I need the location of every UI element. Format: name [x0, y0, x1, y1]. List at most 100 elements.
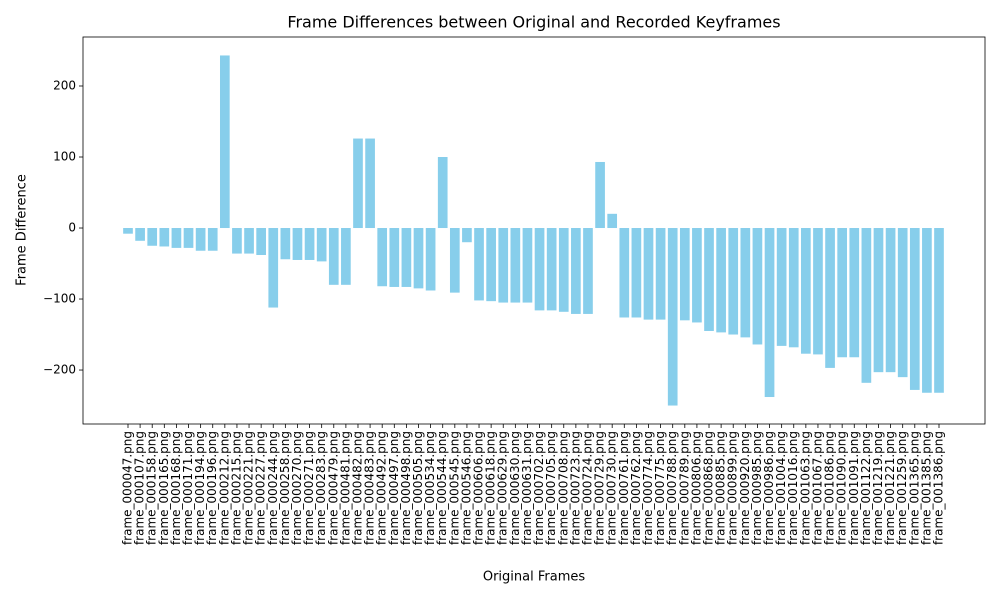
bar	[740, 228, 751, 338]
x-tick-label: frame_000762.png	[629, 431, 643, 545]
bar	[401, 228, 412, 287]
bar	[328, 228, 339, 285]
x-tick-label: frame_001122.png	[859, 431, 873, 545]
bar	[365, 138, 375, 229]
bar	[909, 228, 920, 390]
bar	[897, 228, 908, 378]
bar	[498, 228, 509, 303]
bar	[752, 228, 763, 345]
y-tick-label: −100	[43, 292, 76, 306]
y-tick-label: 200	[53, 78, 76, 92]
x-tick-label: frame_000215.png	[229, 431, 243, 545]
x-tick-label: frame_000546.png	[459, 431, 473, 545]
y-tick-label: −200	[43, 363, 76, 377]
bar	[849, 228, 860, 358]
bar	[667, 228, 678, 406]
bar	[801, 228, 811, 354]
bar	[788, 228, 799, 348]
bar	[643, 228, 654, 320]
bar	[813, 228, 823, 355]
x-tick-label: frame_000498.png	[399, 431, 413, 545]
bar	[522, 228, 533, 303]
bar	[558, 228, 569, 312]
bar	[462, 228, 472, 243]
chart-title: Frame Differences between Original and R…	[287, 13, 780, 32]
x-tick-label: frame_000606.png	[472, 431, 486, 545]
bar	[679, 228, 690, 321]
x-tick-label: frame_000047.png	[121, 431, 135, 545]
bar	[413, 228, 424, 289]
x-tick-label: frame_000482.png	[350, 431, 364, 545]
bar	[546, 228, 557, 311]
x-tick-label: frame_000492.png	[375, 431, 389, 545]
x-tick-label: frame_000789.png	[677, 431, 691, 545]
bar	[280, 228, 291, 260]
x-tick-label: frame_000270.png	[290, 431, 304, 545]
bar	[232, 228, 242, 254]
x-tick-label: frame_000986.png	[762, 431, 776, 545]
x-tick-label: frame_000283.png	[314, 431, 328, 545]
bar	[159, 228, 170, 247]
x-tick-label: frame_000708.png	[556, 431, 570, 545]
x-tick-label: frame_001086.png	[823, 431, 837, 545]
bar	[292, 228, 303, 260]
x-tick-label: frame_000545.png	[447, 431, 461, 545]
bar	[619, 228, 630, 318]
x-tick-label: frame_000788.png	[665, 431, 679, 545]
x-tick-label: frame_000985.png	[750, 431, 764, 545]
x-tick-label: frame_000158.png	[145, 431, 159, 545]
bar	[147, 228, 158, 246]
x-tick-label: frame_000724.png	[580, 431, 594, 545]
y-tick-label: 0	[68, 221, 76, 235]
x-tick-label: frame_000258.png	[278, 431, 292, 545]
bar	[123, 228, 133, 234]
x-tick-label: frame_000194.png	[193, 431, 207, 545]
x-tick-label: frame_000618.png	[484, 431, 498, 545]
bar	[353, 138, 363, 229]
bar	[571, 228, 581, 314]
x-tick-label: frame_000212.png	[217, 431, 231, 545]
y-axis-label: Frame Difference	[15, 174, 30, 286]
x-tick-label: frame_001221.png	[883, 431, 897, 545]
x-tick-label: frame_000271.png	[302, 431, 316, 545]
bar	[304, 228, 315, 260]
bar	[837, 228, 848, 358]
x-tick-label: frame_000171.png	[181, 431, 195, 545]
x-tick-label: frame_000534.png	[423, 431, 437, 545]
bar	[449, 228, 460, 293]
bar	[377, 228, 388, 287]
bar	[704, 228, 714, 331]
x-tick-label: frame_000730.png	[605, 431, 619, 545]
bar	[607, 213, 618, 229]
x-tick-label: frame_001385.png	[919, 431, 933, 545]
bar	[595, 161, 605, 229]
y-tick-label: 100	[53, 150, 76, 164]
x-tick-label: frame_001016.png	[786, 431, 800, 545]
bar	[183, 228, 194, 248]
x-tick-label: frame_000761.png	[617, 431, 631, 545]
bar	[425, 228, 436, 291]
x-tick-label: frame_000244.png	[266, 431, 280, 545]
bar	[692, 228, 702, 323]
bar	[728, 228, 739, 335]
x-tick-label: frame_000481.png	[338, 431, 352, 545]
x-tick-label: frame_001004.png	[774, 431, 788, 545]
bar	[861, 228, 872, 383]
bar	[776, 228, 787, 346]
x-tick-label: frame_001386.png	[932, 431, 946, 545]
bar	[655, 228, 666, 320]
bar	[583, 228, 593, 314]
x-tick-label: frame_000705.png	[544, 431, 558, 545]
bar	[764, 228, 775, 398]
x-tick-label: frame_000868.png	[702, 431, 716, 545]
plot-frame	[82, 36, 986, 425]
x-tick-label: frame_000497.png	[387, 431, 401, 545]
x-tick-label: frame_000631.png	[520, 431, 534, 545]
bar	[341, 228, 351, 285]
bar	[437, 157, 448, 229]
x-tick-label: frame_000729.png	[593, 431, 607, 545]
x-tick-label: frame_001219.png	[871, 431, 885, 545]
x-tick-label: frame_000479.png	[326, 431, 340, 545]
x-tick-label: frame_000227.png	[254, 431, 268, 545]
bar	[631, 228, 642, 318]
